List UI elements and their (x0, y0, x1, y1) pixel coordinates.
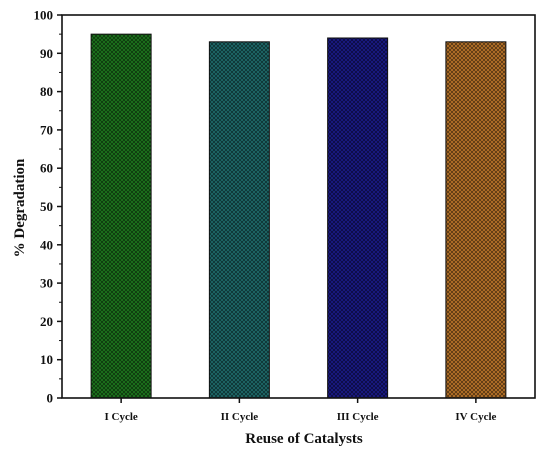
y-tick-label: 50 (40, 199, 53, 214)
bar-3 (327, 37, 389, 399)
x-tick-label: IV Cycle (455, 411, 496, 423)
y-axis-title: % Degradation (12, 158, 28, 257)
y-tick-label: 40 (40, 237, 53, 252)
y-tick-label: 90 (40, 46, 53, 61)
bar-2 (208, 41, 270, 399)
y-tick-label: 0 (47, 391, 54, 406)
bar-4 (445, 41, 507, 399)
y-tick-label: 70 (40, 122, 53, 137)
y-tick-label: 30 (40, 276, 53, 291)
y-tick-label: 80 (40, 84, 53, 99)
x-tick-label: III Cycle (337, 411, 379, 423)
bar-1 (90, 33, 152, 399)
y-tick-label: 60 (40, 161, 53, 176)
x-tick-label: II Cycle (221, 411, 259, 423)
x-tick-label: I Cycle (104, 411, 137, 423)
x-axis-title: Reuse of Catalysts (245, 431, 363, 447)
y-tick-label: 20 (40, 314, 53, 329)
y-tick-label: 10 (40, 352, 53, 367)
y-tick-label: 100 (34, 8, 54, 23)
